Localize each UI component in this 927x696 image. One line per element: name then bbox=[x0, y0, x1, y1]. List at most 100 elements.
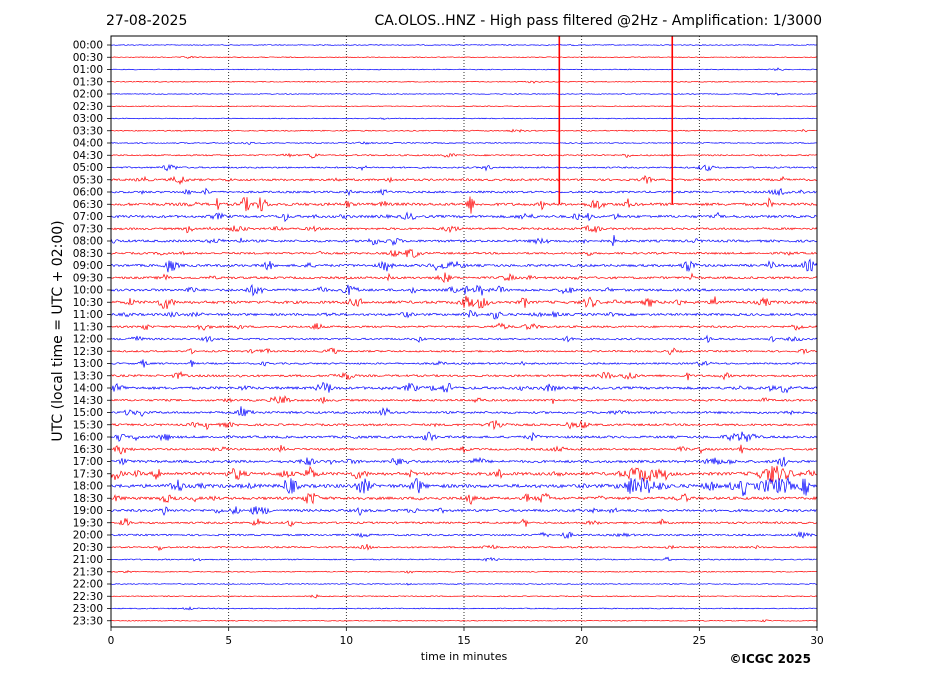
row-label: 09:30 bbox=[73, 272, 103, 284]
row-label: 15:30 bbox=[73, 419, 103, 431]
x-tick-label: 25 bbox=[693, 635, 706, 647]
trace-row-0030 bbox=[110, 55, 818, 59]
plot-frame bbox=[110, 35, 818, 628]
row-label: 00:00 bbox=[73, 40, 103, 52]
trace-row-0830 bbox=[110, 248, 818, 258]
trace-row-0700 bbox=[110, 211, 818, 223]
row-label: 19:00 bbox=[73, 505, 103, 517]
trace-row-1800 bbox=[110, 476, 818, 497]
x-tick-label: 10 bbox=[340, 635, 353, 647]
trace-row-2200 bbox=[110, 582, 818, 586]
row-label: 01:30 bbox=[73, 76, 103, 88]
trace-row-0930 bbox=[110, 272, 818, 284]
trace-row-1500 bbox=[110, 406, 818, 417]
x-axis-ticks: 0 5 10 15 20 25 30 bbox=[108, 627, 824, 647]
row-label: 21:00 bbox=[73, 554, 103, 566]
row-time-labels: 00:0000:3001:0001:3002:0002:3003:0003:30… bbox=[73, 40, 111, 627]
trace-row-0330 bbox=[110, 128, 818, 133]
chart-title: CA.OLOS..HNZ - High pass filtered @2Hz -… bbox=[374, 13, 822, 29]
row-label: 16:00 bbox=[73, 432, 103, 444]
trace-row-2330 bbox=[110, 619, 818, 623]
row-label: 20:30 bbox=[73, 542, 103, 554]
row-label: 10:00 bbox=[73, 285, 103, 297]
row-label: 22:30 bbox=[73, 591, 103, 603]
trace-row-0900 bbox=[110, 258, 818, 273]
trace-row-0500 bbox=[110, 163, 818, 172]
trace-row-1230 bbox=[110, 347, 818, 356]
trace-row-1400 bbox=[110, 381, 818, 394]
trace-row-0630 bbox=[110, 196, 818, 214]
row-label: 13:00 bbox=[73, 358, 103, 370]
row-label: 08:00 bbox=[73, 236, 103, 248]
trace-row-0130 bbox=[110, 80, 818, 84]
trace-row-1630 bbox=[110, 444, 818, 455]
row-label: 17:30 bbox=[73, 468, 103, 480]
trace-row-0430 bbox=[110, 152, 818, 159]
date-label: 27-08-2025 bbox=[106, 13, 187, 29]
trace-row-0600 bbox=[110, 187, 818, 197]
trace-row-1000 bbox=[110, 283, 818, 297]
row-label: 04:00 bbox=[73, 138, 103, 150]
trace-row-1730 bbox=[110, 465, 818, 484]
copyright-label: ©ICGC 2025 bbox=[729, 652, 811, 666]
row-label: 10:30 bbox=[73, 297, 103, 309]
row-label: 20:00 bbox=[73, 530, 103, 542]
y-axis-label: UTC (local time = UTC + 02:00) bbox=[50, 220, 66, 441]
row-label: 06:00 bbox=[73, 187, 103, 199]
trace-row-1030 bbox=[110, 295, 818, 309]
row-label: 03:30 bbox=[73, 125, 103, 137]
trace-row-2230 bbox=[110, 593, 818, 599]
row-label: 15:00 bbox=[73, 407, 103, 419]
trace-row-2300 bbox=[110, 606, 818, 611]
trace-row-1930 bbox=[110, 517, 818, 528]
x-tick-label: 0 bbox=[108, 635, 115, 647]
row-label: 09:00 bbox=[73, 260, 103, 272]
trace-row-1100 bbox=[110, 310, 818, 320]
row-label: 13:30 bbox=[73, 370, 103, 382]
row-label: 19:30 bbox=[73, 517, 103, 529]
row-label: 03:00 bbox=[73, 113, 103, 125]
row-label: 02:00 bbox=[73, 89, 103, 101]
trace-row-0730 bbox=[110, 225, 818, 234]
trace-row-2130 bbox=[110, 570, 818, 574]
row-label: 23:30 bbox=[73, 615, 103, 627]
row-label: 05:00 bbox=[73, 162, 103, 174]
seismic-traces bbox=[110, 44, 818, 623]
trace-row-0800 bbox=[110, 234, 818, 247]
row-label: 11:00 bbox=[73, 309, 103, 321]
row-label: 14:00 bbox=[73, 383, 103, 395]
row-label: 06:30 bbox=[73, 199, 103, 211]
trace-row-2030 bbox=[110, 543, 818, 552]
x-axis-label: time in minutes bbox=[421, 650, 508, 663]
trace-row-1130 bbox=[110, 322, 818, 331]
row-label: 21:30 bbox=[73, 566, 103, 578]
trace-row-1600 bbox=[110, 431, 818, 442]
row-label: 01:00 bbox=[73, 64, 103, 76]
x-tick-label: 30 bbox=[810, 635, 823, 647]
row-label: 11:30 bbox=[73, 321, 103, 333]
trace-row-1900 bbox=[110, 506, 818, 517]
row-label: 08:30 bbox=[73, 248, 103, 260]
row-label: 02:30 bbox=[73, 101, 103, 113]
row-label: 00:30 bbox=[73, 52, 103, 64]
trace-row-1430 bbox=[110, 395, 818, 405]
row-label: 12:30 bbox=[73, 346, 103, 358]
trace-row-1700 bbox=[110, 456, 818, 468]
trace-row-2000 bbox=[110, 530, 818, 539]
x-tick-label: 20 bbox=[575, 635, 588, 647]
trace-row-0000 bbox=[110, 44, 818, 47]
trace-row-0200 bbox=[110, 92, 818, 96]
x-tick-label: 5 bbox=[225, 635, 232, 647]
row-label: 05:30 bbox=[73, 174, 103, 186]
x-tick-label: 15 bbox=[457, 635, 470, 647]
vertical-gridlines bbox=[228, 36, 700, 627]
trace-row-1330 bbox=[110, 370, 818, 381]
trace-row-1300 bbox=[110, 359, 818, 368]
trace-row-1200 bbox=[110, 334, 818, 343]
row-label: 23:00 bbox=[73, 603, 103, 615]
row-label: 18:30 bbox=[73, 493, 103, 505]
row-label: 04:30 bbox=[73, 150, 103, 162]
trace-row-1830 bbox=[110, 492, 818, 506]
trace-row-0230 bbox=[110, 105, 818, 108]
